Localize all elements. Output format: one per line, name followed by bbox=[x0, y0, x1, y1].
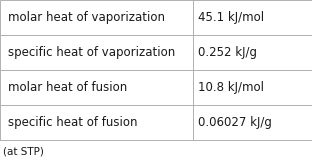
Text: (at STP): (at STP) bbox=[3, 147, 44, 157]
